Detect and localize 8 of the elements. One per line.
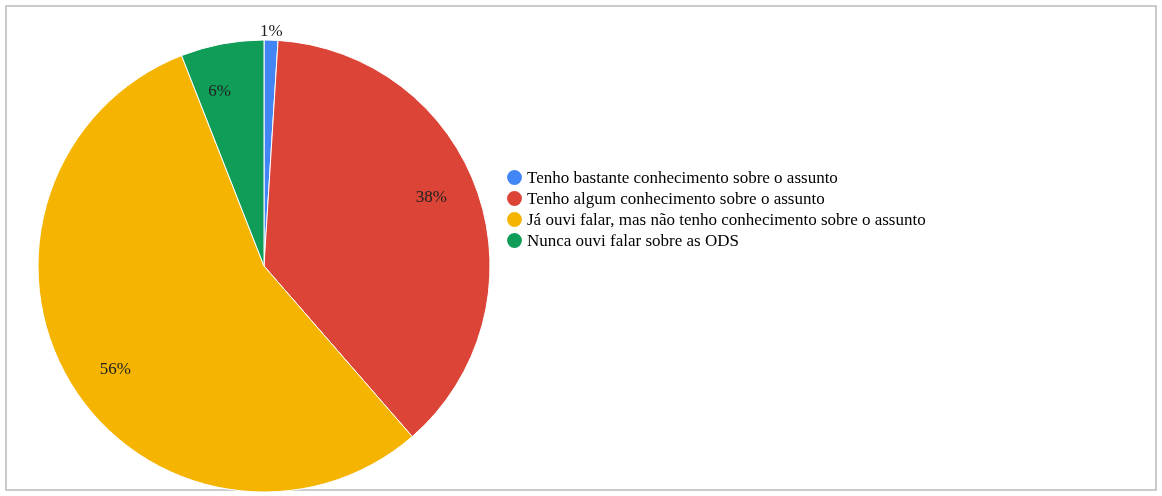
legend-label: Já ouvi falar, mas não tenho conhecimento sobre o assunto [527, 209, 926, 229]
data-label: 56% [99, 359, 132, 379]
data-label: 6% [208, 80, 231, 100]
legend-label: Tenho bastante conhecimento sobre o assunto [527, 167, 838, 187]
data-label: 1% [259, 21, 283, 41]
legend-label: Nunca ouvi falar sobre as ODS [527, 230, 739, 250]
data-label: 38% [415, 187, 447, 207]
legend-label: Tenho algum conhecimento sobre o assunto [527, 188, 825, 208]
